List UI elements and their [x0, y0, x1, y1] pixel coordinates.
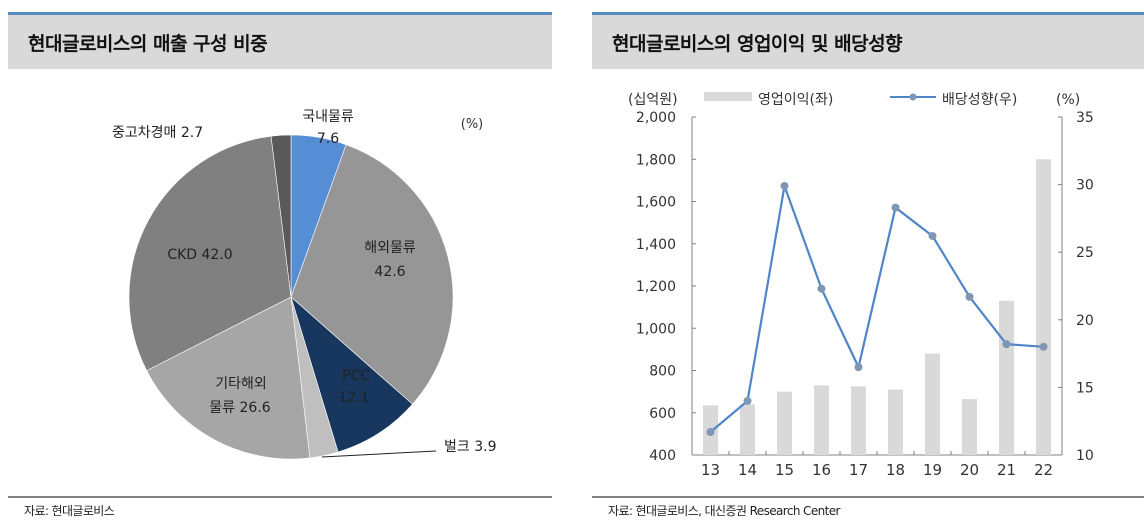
legend-bar-swatch [704, 92, 752, 101]
marker [743, 396, 752, 405]
x-tick-label: 21 [997, 461, 1016, 479]
marker [928, 231, 937, 240]
marker [706, 428, 715, 437]
tick-label: 1,400 [636, 237, 676, 253]
line-markers [706, 181, 1048, 437]
bar [851, 386, 866, 455]
leader-line [321, 450, 437, 458]
x-tick-labels: 13 14 15 16 17 18 19 20 21 22 [701, 461, 1053, 479]
x-tick-label: 20 [960, 461, 979, 479]
marker [891, 203, 900, 212]
label-used-car: 중고차경매 2.7 [112, 125, 203, 141]
x-tick-label: 15 [775, 461, 794, 479]
tick-label: 10 [1076, 448, 1094, 464]
label-ckd: CKD 42.0 [167, 247, 232, 263]
divider [592, 496, 1144, 498]
x-tick-label: 18 [886, 461, 905, 479]
marker [965, 292, 974, 301]
bar [962, 399, 977, 455]
marker [1039, 342, 1048, 351]
left-tick-labels: 400 600 800 1,000 1,200 1,400 1,600 1,800 2,000 [636, 110, 676, 464]
unit-label: (%) [461, 117, 484, 132]
bar [999, 300, 1014, 455]
bar [925, 353, 940, 455]
tick-label: 2,000 [636, 110, 676, 126]
bar [814, 385, 829, 455]
legend-line-label: 배당성향(우) [942, 92, 1017, 108]
tick-label: 1,600 [636, 195, 676, 211]
tick-label: 1,000 [636, 321, 676, 337]
tick-label: 600 [649, 406, 676, 422]
legend: (십억원) 영업이익(좌) 배당성향(우) (%) [628, 92, 1080, 108]
label-other-overseas-value: 물류 26.6 [209, 400, 270, 416]
source-note: 자료: 현대글로비스, 대신증권 Research Center [608, 504, 840, 518]
tick-label: 800 [649, 364, 676, 380]
right-tick-labels: 10 15 20 25 30 35 [1076, 110, 1094, 464]
bar [777, 391, 792, 455]
label-pcc-name: PCC [342, 368, 370, 384]
bar [740, 404, 755, 455]
op-profit-dividend-panel: 현대글로비스의 영업이익 및 배당성향 400 600 800 1,000 1,200 1… [592, 12, 1144, 528]
x-tick-label: 14 [738, 461, 757, 479]
bar-series [703, 159, 1051, 455]
tick-label: 35 [1076, 110, 1094, 126]
slice-pcc [290, 296, 413, 453]
marker [854, 363, 863, 372]
right-unit-label: (%) [1056, 92, 1080, 108]
slice-other-overseas [146, 296, 311, 460]
bar [1036, 159, 1051, 455]
chart-title: 현대글로비스의 매출 구성 비중 [28, 33, 268, 55]
legend-bar-label: 영업이익(좌) [758, 92, 833, 108]
dividend-line [709, 181, 1044, 433]
tick-label: 30 [1076, 178, 1094, 194]
slice-ckd [128, 135, 292, 372]
label-domestic-name: 국내물류 [302, 109, 354, 125]
chart-title: 현대글로비스의 영업이익 및 배당성향 [612, 33, 903, 55]
legend-line-marker [909, 93, 917, 101]
slice-used-car-auction [270, 134, 292, 298]
panel-header: 현대글로비스의 매출 구성 비중 [8, 12, 552, 69]
tick-label: 20 [1076, 313, 1094, 329]
divider [8, 496, 552, 498]
tick-label: 15 [1076, 380, 1094, 396]
bar [888, 389, 903, 455]
x-tick-label: 13 [701, 461, 720, 479]
bar-line-chart: 400 600 800 1,000 1,200 1,400 1,600 1,800 2,000 1… [628, 92, 1094, 479]
panel-header: 현대글로비스의 영업이익 및 배당성향 [592, 12, 1144, 69]
label-overseas-value: 42.6 [374, 264, 405, 280]
tick-label: 1,800 [636, 152, 676, 168]
marker [780, 181, 789, 190]
tick-label: 400 [649, 448, 676, 464]
sales-mix-panel: 현대글로비스의 매출 구성 비중 국내물류 7.6 해외물류 42.6 PCC 12.1 벌… [8, 12, 552, 528]
label-overseas-name: 해외물류 [364, 240, 416, 256]
x-tick-label: 17 [849, 461, 868, 479]
source-note: 자료: 현대글로비스 [24, 504, 115, 518]
label-domestic-value: 7.6 [317, 131, 339, 147]
label-other-overseas-name: 기타해외 [215, 376, 267, 392]
tick-label: 1,200 [636, 279, 676, 295]
x-tick-label: 16 [812, 461, 831, 479]
marker [817, 284, 826, 293]
label-pcc-value: 12.1 [338, 390, 369, 406]
marker [1002, 340, 1011, 349]
tick-label: 25 [1076, 245, 1094, 261]
left-unit-label: (십억원) [628, 92, 678, 108]
label-bulk: 벌크 3.9 [444, 439, 496, 455]
slice-overseas-logistics [290, 144, 454, 405]
x-tick-label: 19 [923, 461, 942, 479]
x-tick-label: 22 [1034, 461, 1053, 479]
